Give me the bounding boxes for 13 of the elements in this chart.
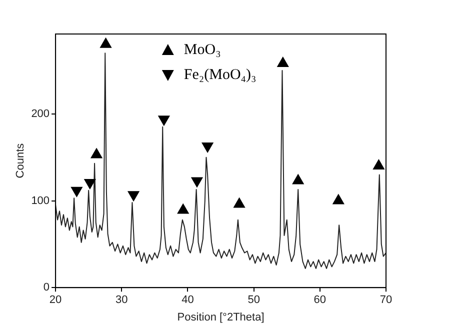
- legend-label: MoO₃: [184, 42, 221, 58]
- y-axis-title: Counts: [14, 142, 27, 178]
- y-tick-label: 0: [43, 282, 50, 294]
- legend-label: Fe₂(MoO₄)₃: [184, 66, 256, 83]
- y-tick-label: 100: [31, 194, 50, 207]
- x-tick-label: 70: [380, 294, 392, 306]
- x-tick-label: 60: [314, 294, 326, 306]
- x-tick-label: 40: [182, 294, 194, 306]
- x-tick-label: 50: [248, 294, 260, 306]
- x-tick-label: 20: [49, 294, 62, 306]
- x-tick-label: 30: [116, 294, 128, 306]
- y-tick-label: 200: [31, 108, 50, 120]
- x-axis-title: Position [°2Theta]: [177, 311, 264, 324]
